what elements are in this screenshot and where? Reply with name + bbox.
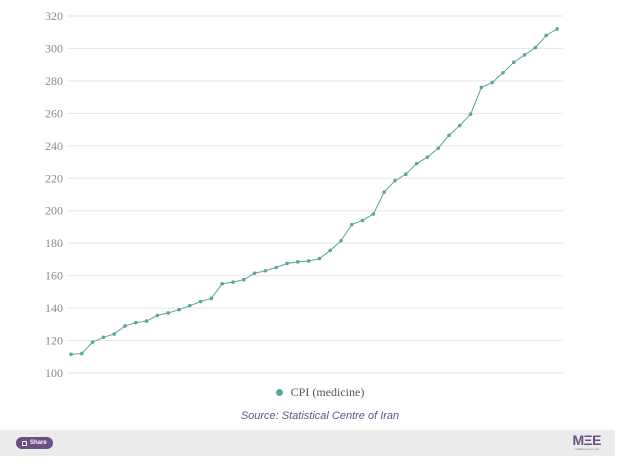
chart-legend[interactable]: CPI (medicine) [0,384,640,400]
series-line [70,28,558,355]
data-point[interactable] [436,146,441,151]
data-point[interactable] [501,70,505,75]
y-tick-label: 120 [45,334,63,348]
logo-subtext: middleeasteye.net [574,447,599,451]
y-tick-label: 180 [45,236,63,250]
share-button[interactable]: Share [16,437,53,449]
legend-label: CPI (medicine) [290,384,365,399]
data-point[interactable] [425,155,430,159]
mee-logo[interactable]: MΞE middleeasteye.net [572,433,601,451]
share-button-label: Share [30,440,47,446]
data-point[interactable] [350,222,354,227]
data-point[interactable] [231,280,235,284]
data-point[interactable] [198,299,203,304]
data-point[interactable] [447,133,451,138]
data-point[interactable] [393,178,397,183]
data-point[interactable] [490,80,495,85]
data-point[interactable] [339,238,343,243]
y-tick-label: 280 [45,74,63,88]
data-point[interactable] [285,261,289,266]
y-axis-ticks: 100 120 140 160 180 200 220 240 260 280 300 320 [45,9,63,380]
y-tick-label: 300 [45,41,63,55]
chart-footer: Share MΞE middleeasteye.net [0,430,615,456]
data-point[interactable] [555,27,559,31]
data-point[interactable] [522,53,527,57]
y-tick-label: 220 [45,171,63,185]
data-point[interactable] [220,281,224,286]
data-point[interactable] [188,303,192,308]
share-icon [22,440,27,446]
data-point[interactable] [371,212,376,216]
data-point[interactable] [360,218,365,223]
data-point[interactable] [404,172,408,177]
chart-grid [68,15,563,374]
data-point[interactable] [382,190,387,194]
y-tick-label: 260 [45,106,63,120]
data-point[interactable] [252,271,257,276]
data-point[interactable] [533,45,538,50]
data-point[interactable] [166,311,170,315]
data-point[interactable] [263,268,268,273]
data-point[interactable] [209,296,214,301]
data-point[interactable] [155,313,160,318]
data-point[interactable] [101,335,106,340]
data-point[interactable] [306,259,311,263]
data-point[interactable] [123,324,127,328]
data-point[interactable] [544,33,548,38]
logo-text: MΞE [572,432,601,448]
legend-marker-icon [275,388,283,396]
chart-series [69,27,559,357]
data-point[interactable] [328,248,333,253]
data-point[interactable] [414,161,419,166]
data-point[interactable] [468,112,473,116]
data-point[interactable] [479,85,484,90]
data-point[interactable] [242,277,246,282]
data-point[interactable] [144,319,149,323]
data-point[interactable] [69,352,73,357]
y-tick-label: 100 [45,366,63,380]
data-point[interactable] [274,265,279,270]
data-point[interactable] [177,307,181,312]
data-point[interactable] [458,123,462,128]
y-tick-label: 200 [45,204,63,218]
y-tick-label: 240 [45,139,63,153]
y-tick-label: 320 [45,9,63,23]
y-tick-label: 160 [45,269,63,283]
data-point[interactable] [134,320,138,325]
data-point[interactable] [512,60,516,65]
data-point[interactable] [317,256,322,261]
data-point[interactable] [80,351,84,356]
chart-source: Source: Statistical Centre of Iran [240,410,400,422]
data-point[interactable] [112,332,116,336]
data-point[interactable] [90,340,95,344]
y-tick-label: 140 [45,301,63,315]
data-point[interactable] [296,260,300,264]
